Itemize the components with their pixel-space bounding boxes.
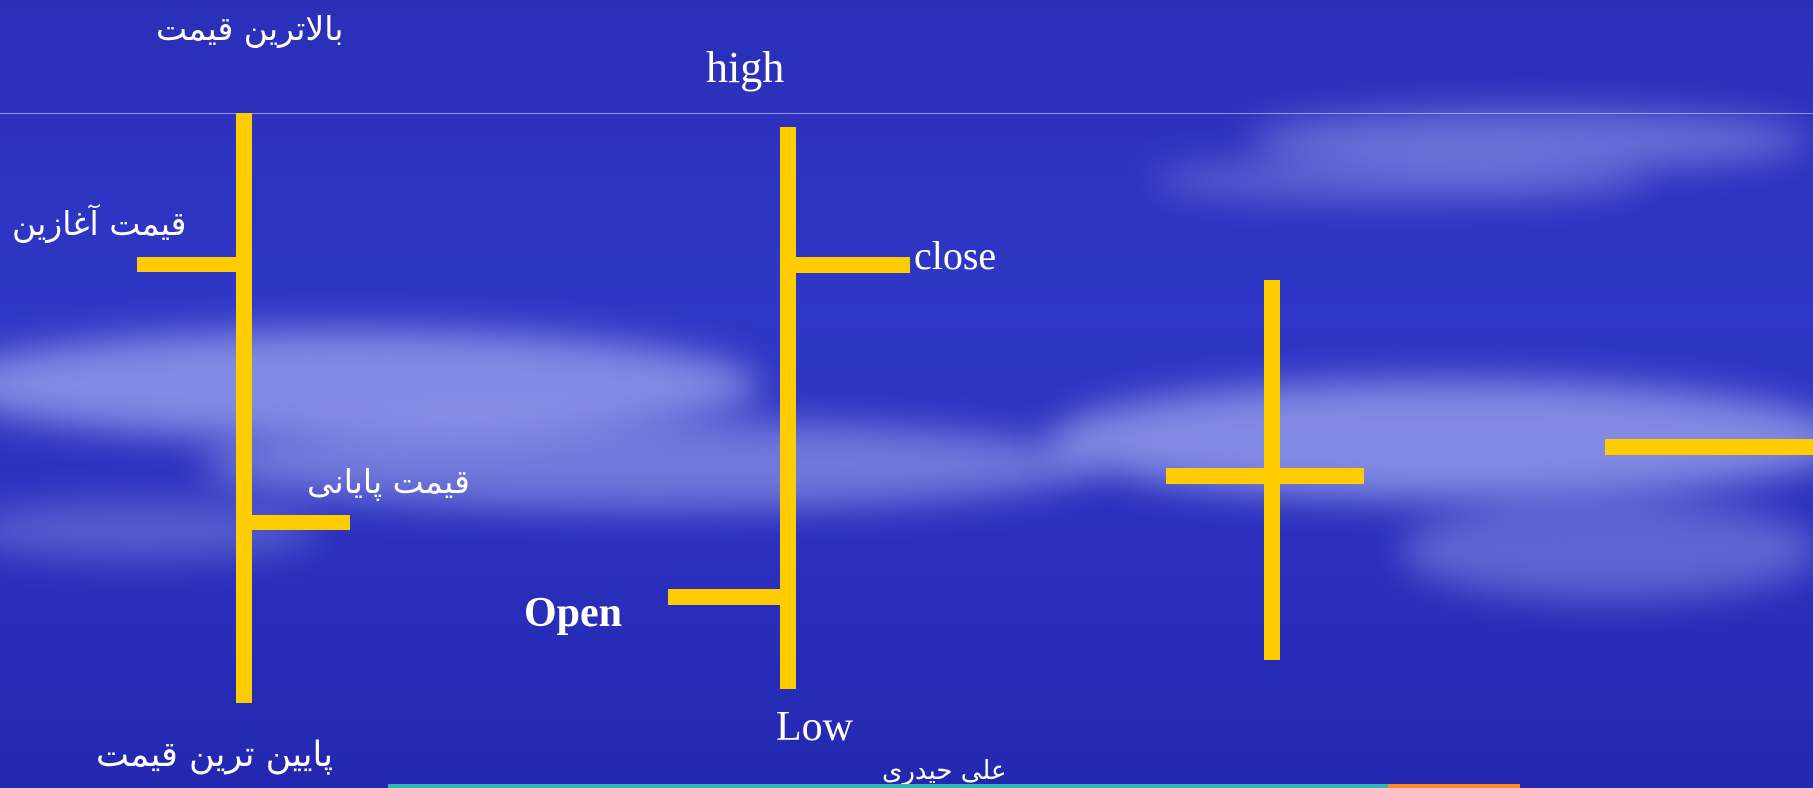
footer-accent xyxy=(1388,784,1520,788)
candle-one-close-tick xyxy=(252,515,350,530)
candle-two-close-tick xyxy=(796,257,910,273)
divider-line xyxy=(0,113,1813,114)
candle-one-open-label: قیمت آغازین xyxy=(12,204,187,243)
candle-two-open-label: Open xyxy=(524,590,623,636)
cloud-band xyxy=(200,420,1100,510)
candle-one-low-label: پایین ترین قیمت xyxy=(96,735,333,775)
cloud-band xyxy=(1250,110,1810,170)
candle-four-tick xyxy=(1605,439,1813,455)
cloud-band xyxy=(0,330,760,440)
footer-strip xyxy=(388,784,1520,788)
candle-two-low-label: Low xyxy=(776,704,853,750)
candle-one-close-label: قیمت پایانی xyxy=(307,462,470,501)
candle-one-open-tick xyxy=(137,257,237,272)
author-name: علی حیدری xyxy=(882,756,1007,786)
candle-one-high-label: بالاترین قیمت xyxy=(156,9,344,48)
candle-two-high-label: high xyxy=(706,43,785,92)
cloud-band xyxy=(0,500,320,560)
candle-two-open-tick xyxy=(668,589,782,605)
candle-two-close-label: close xyxy=(914,233,997,278)
candle-three-open-close-tick xyxy=(1166,468,1364,484)
candle-one-wick xyxy=(236,113,252,703)
cloud-band xyxy=(1400,500,1813,600)
candle-two-wick xyxy=(780,127,796,689)
cloud-band xyxy=(1150,160,1650,200)
